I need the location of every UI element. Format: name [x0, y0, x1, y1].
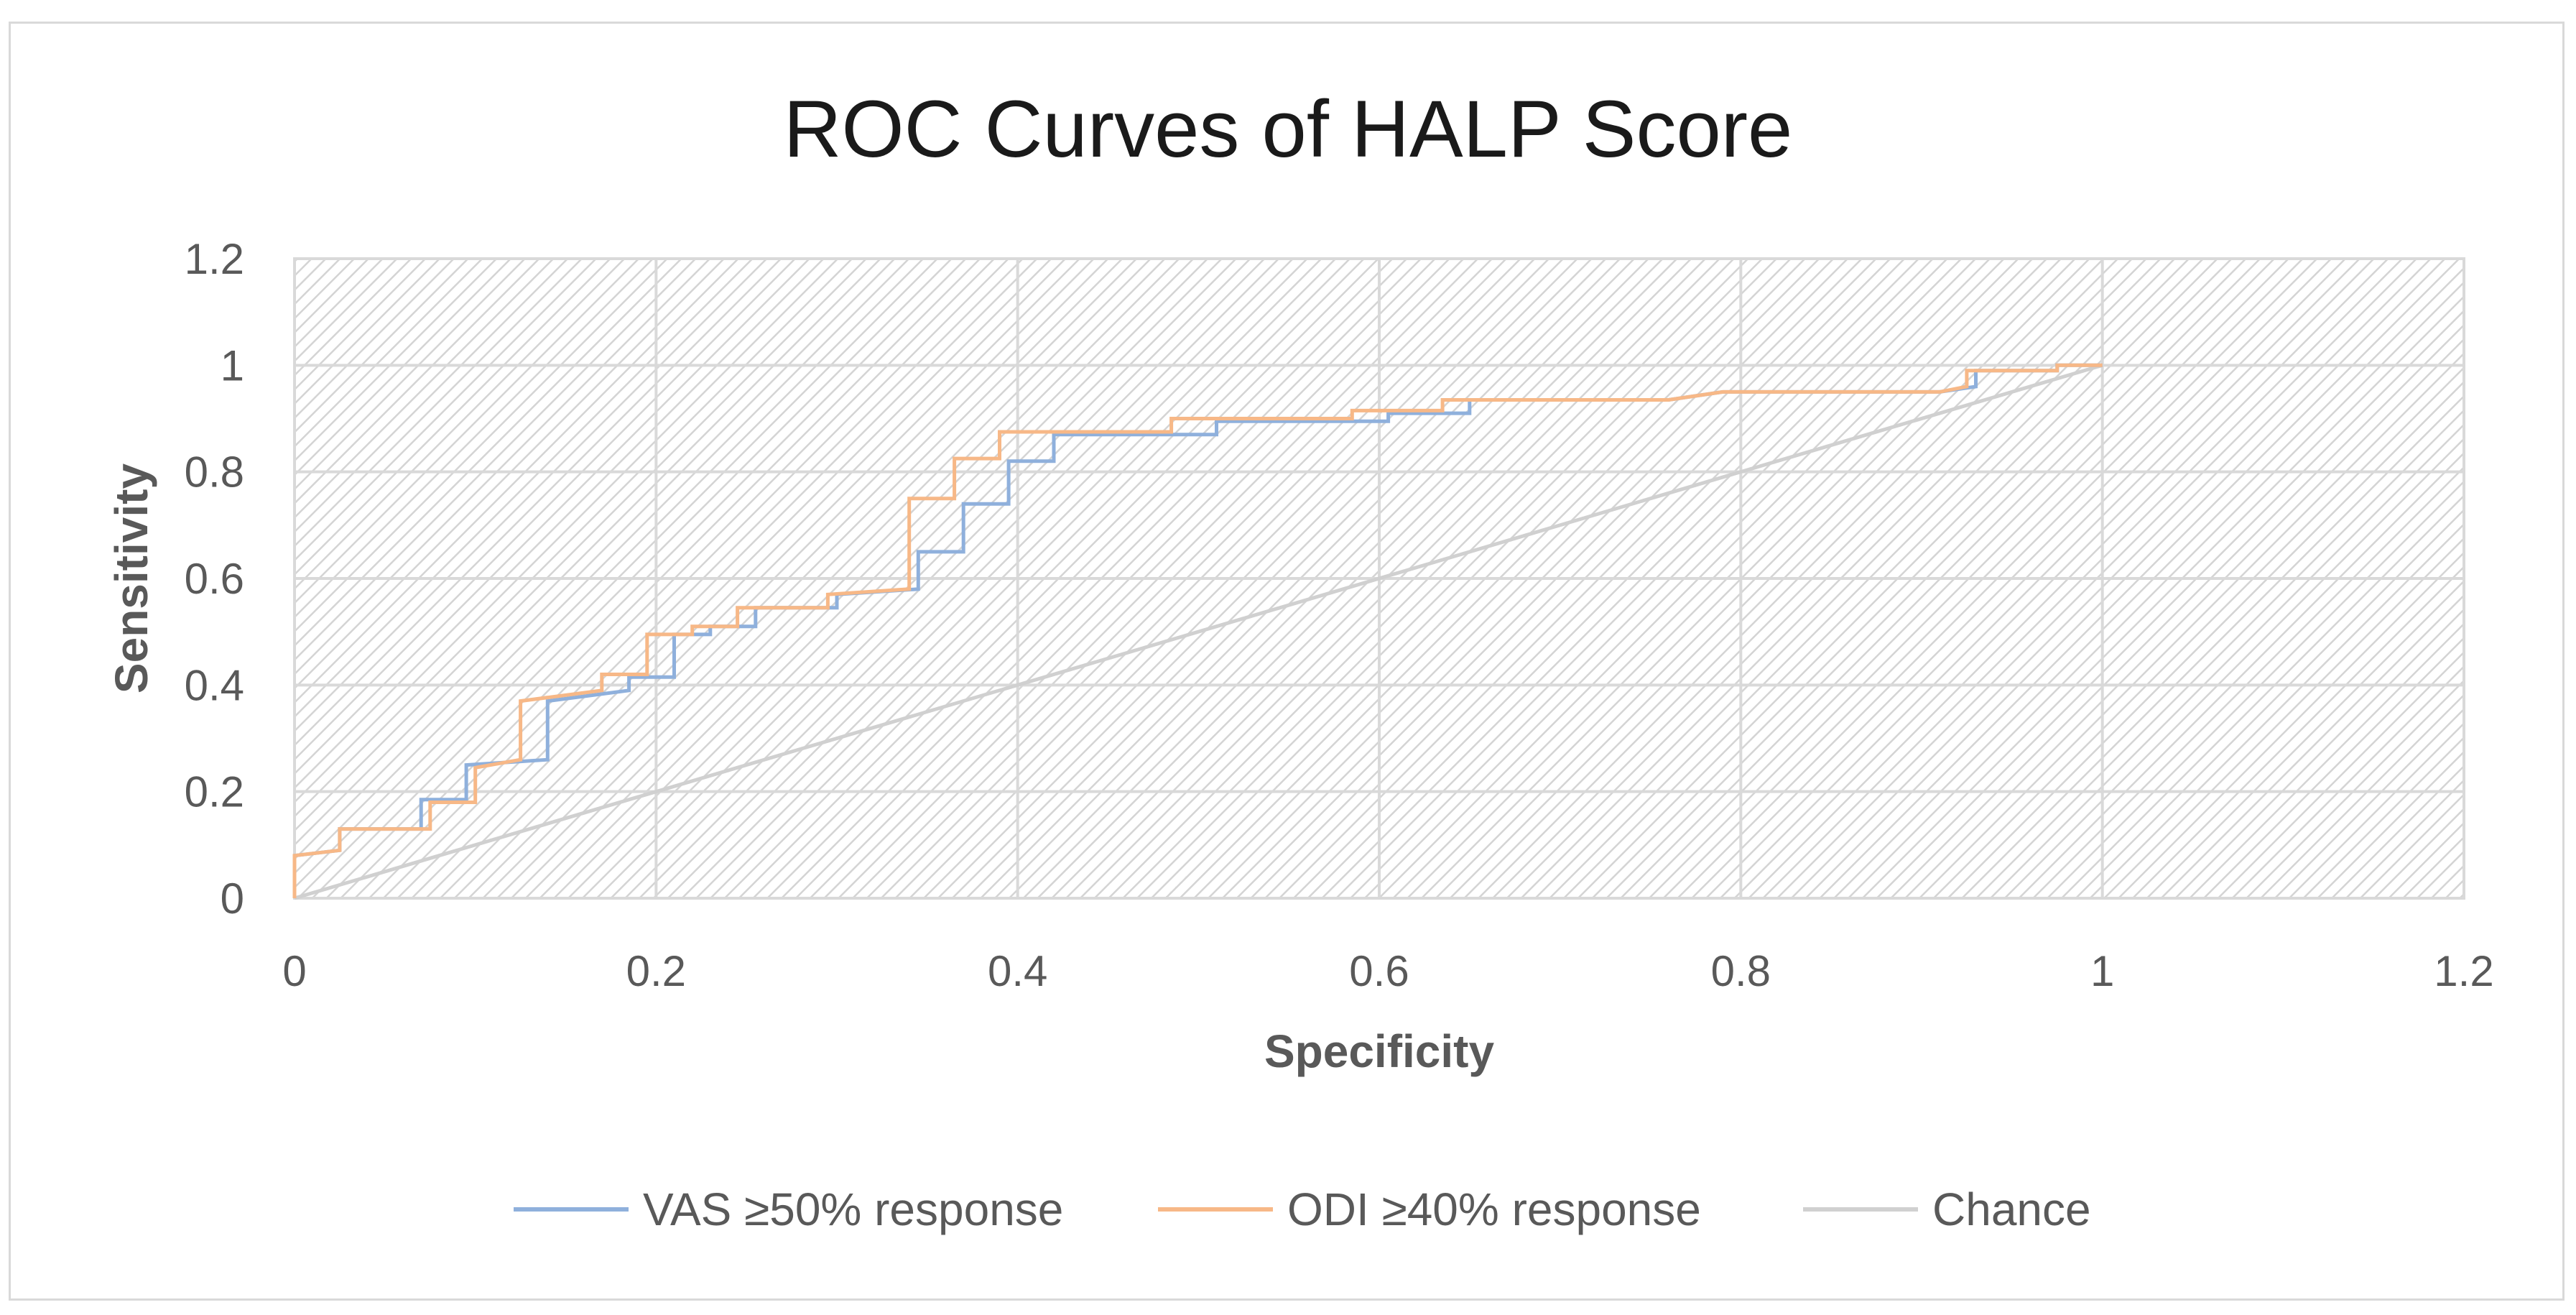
legend-label: VAS ≥50% response: [643, 1184, 1063, 1235]
y-axis-ticks: 0 0.2 0.4 0.6 0.8 1 1.2: [185, 235, 244, 923]
x-tick-label: 0.4: [988, 947, 1047, 995]
x-tick-label: 0.8: [1711, 947, 1771, 995]
series-layer: [292, 363, 2103, 900]
y-tick-label: 0.6: [185, 555, 244, 603]
chart-title: ROC Curves of HALP Score: [784, 84, 1793, 174]
legend: VAS ≥50% response ODI ≥40% response Chance: [514, 1184, 2091, 1235]
y-axis-label: Sensitivity: [106, 463, 157, 694]
y-tick-label: 0.4: [185, 661, 244, 709]
legend-label: Chance: [1932, 1184, 2091, 1235]
x-tick-label: 1: [2090, 947, 2114, 995]
x-tick-label: 0.2: [626, 947, 686, 995]
y-tick-label: 0.8: [185, 448, 244, 497]
x-tick-label: 0.6: [1349, 947, 1409, 995]
series-line-chance: [294, 363, 2103, 900]
x-axis-ticks: 0 0.2 0.4 0.6 0.8 1 1.2: [282, 947, 2493, 995]
y-tick-label: 0: [221, 875, 244, 923]
y-tick-label: 0.2: [185, 768, 244, 816]
series-line-odi-40-response: [292, 363, 2103, 898]
x-axis-label: Specificity: [1264, 1025, 1495, 1077]
x-tick-label: 1.2: [2434, 947, 2493, 995]
y-tick-label: 1.2: [185, 235, 244, 283]
x-tick-label: 0: [282, 947, 306, 995]
legend-label: ODI ≥40% response: [1287, 1184, 1701, 1235]
y-tick-label: 1: [221, 341, 244, 389]
plot-border: [293, 257, 2465, 900]
